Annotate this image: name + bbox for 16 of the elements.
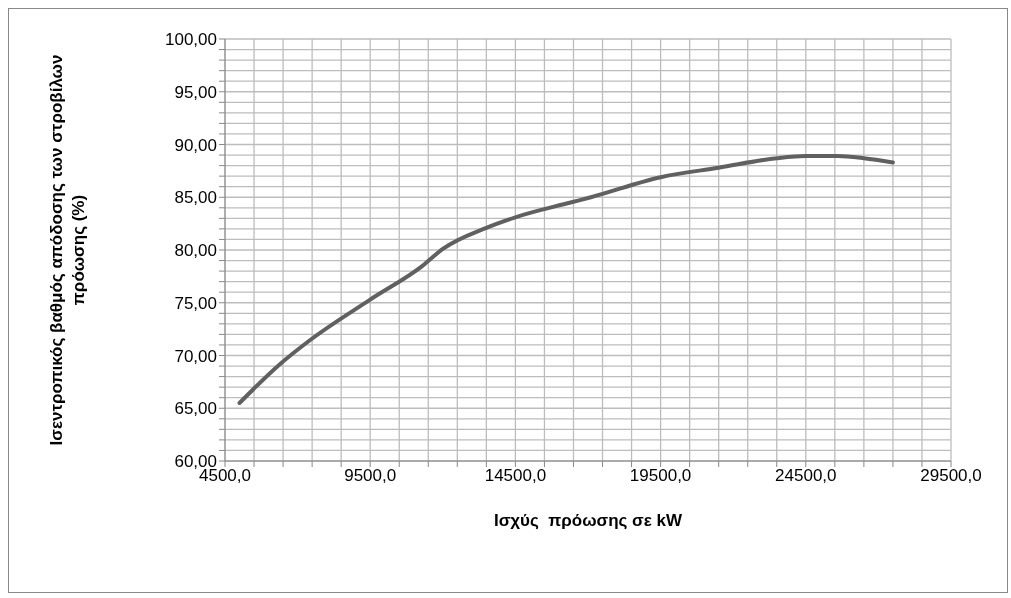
y-tick-label: 95,00 <box>174 82 217 102</box>
y-tick-label: 85,00 <box>174 188 217 208</box>
line-series <box>237 154 895 405</box>
x-axis-title: Ισχύς πρόωσης σε kW <box>492 511 684 531</box>
y-tick-label: 90,00 <box>174 135 217 155</box>
x-tick-label: 24500,0 <box>775 466 837 486</box>
x-tick-label: 9500,0 <box>344 466 397 486</box>
x-tick-label: 29500,0 <box>920 466 982 486</box>
y-tick-label: 80,00 <box>174 241 217 261</box>
y-tick-label: 75,00 <box>174 293 217 313</box>
y-axis-title: Ισεντροπικός βαθμός απόδοσης των στροβίλων πρόωσης (%) <box>46 53 89 448</box>
y-tick-label: 65,00 <box>174 399 217 419</box>
x-tick-label: 14500,0 <box>484 466 547 486</box>
y-tick-label: 100,00 <box>165 30 217 50</box>
x-tick-label: 19500,0 <box>629 466 692 486</box>
y-tick-label: 70,00 <box>174 346 217 366</box>
